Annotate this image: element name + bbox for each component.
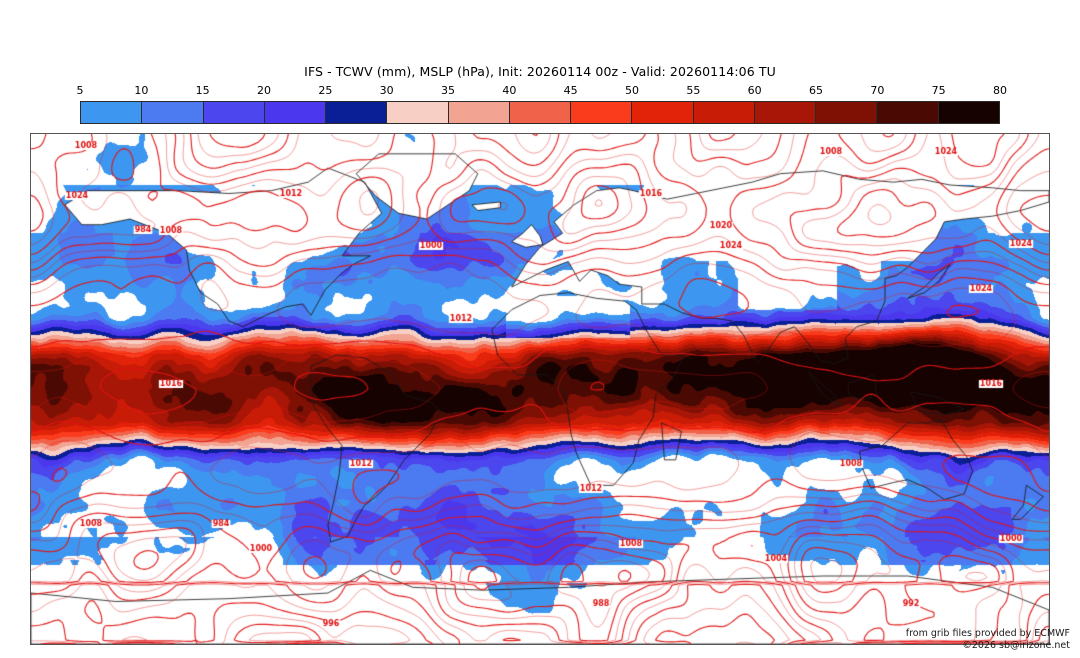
- colorbar-tick-label: 40: [502, 84, 517, 97]
- colorbar-gradient: [80, 101, 1000, 124]
- colorbar-band: [632, 102, 694, 123]
- colorbar-tick-label: 60: [747, 84, 762, 97]
- colorbar-band: [509, 102, 572, 123]
- colorbar-band: [816, 102, 878, 123]
- colorbar-band: [387, 102, 449, 123]
- colorbar-tick-label: 15: [195, 84, 210, 97]
- colorbar-band: [264, 102, 327, 123]
- colorbar-tick-label: 20: [257, 84, 271, 97]
- colorbar-band: [448, 102, 510, 123]
- colorbar-tick-label: 45: [563, 84, 578, 97]
- colorbar-band: [754, 102, 817, 123]
- colorbar-band: [693, 102, 755, 123]
- colorbar-tick-label: 10: [134, 84, 149, 97]
- colorbar-band: [326, 102, 388, 123]
- colorbar-tick-label: 80: [993, 84, 1007, 97]
- colorbar-tick-label: 25: [318, 84, 333, 97]
- colorbar-tick-label: 55: [686, 84, 701, 97]
- colorbar-tick-label: 65: [809, 84, 823, 97]
- colorbar-tick-label: 35: [441, 84, 455, 97]
- colorbar-band: [877, 102, 939, 123]
- map-canvas: [31, 134, 1049, 644]
- colorbar-band: [203, 102, 265, 123]
- colorbar-tick-label: 50: [625, 84, 639, 97]
- colorbar-band: [142, 102, 204, 123]
- colorbar-tick-label: 5: [76, 84, 84, 97]
- colorbar-tick-label: 75: [931, 84, 946, 97]
- colorbar-tick-label: 70: [870, 84, 885, 97]
- colorbar-band: [571, 102, 633, 123]
- map-plot-area: [30, 133, 1050, 645]
- page-title: IFS - TCWV (mm), MSLP (hPa), Init: 20260…: [304, 64, 776, 79]
- colorbar-legend: 5 10 15 20 25 30 35 40 45 50 55 60 65 70 75 80: [76, 84, 1008, 128]
- colorbar-band: [938, 102, 999, 123]
- colorbar-tick-labels: 5 10 15 20 25 30 35 40 45 50 55 60 65 70 75 80: [76, 84, 1008, 99]
- colorbar-tick-label: 30: [379, 84, 394, 97]
- colorbar-band: [81, 102, 143, 123]
